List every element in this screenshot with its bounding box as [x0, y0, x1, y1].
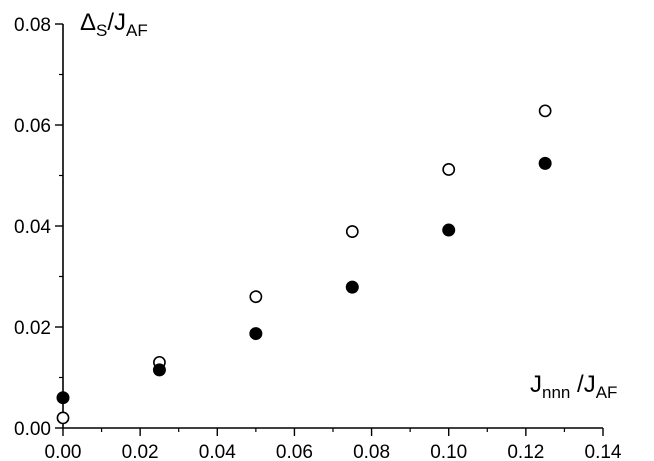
- y-axis-title-sub2: AF: [126, 21, 148, 40]
- y-tick-label: 0.08: [14, 15, 51, 36]
- y-tick-label: 0.00: [14, 419, 51, 440]
- open-point: [345, 225, 359, 238]
- x-axis-title-sub1: nnn: [542, 383, 570, 402]
- filled-point: [345, 280, 359, 294]
- filled-circle-series: [56, 156, 552, 405]
- y-tick-label: 0.02: [14, 318, 51, 339]
- y-axis-title: ΔS/JAF: [80, 9, 148, 40]
- filled-point: [152, 363, 166, 377]
- x-axis-title-main: J: [530, 371, 542, 398]
- open-circle-series: [56, 104, 552, 425]
- x-tick-label: 0.04: [199, 442, 236, 461]
- y-axis-title-mid: /J: [107, 9, 126, 36]
- open-point: [56, 411, 70, 425]
- x-tick-label: 0.08: [353, 442, 390, 461]
- x-tick-label: 0.02: [122, 442, 159, 461]
- y-axis-title-sub1: S: [96, 21, 107, 40]
- x-tick-label: 0.06: [276, 442, 313, 461]
- y-tick-label: 0.06: [14, 116, 51, 137]
- x-axis-title-mid: /J: [570, 371, 595, 398]
- x-tick-label: 0.10: [430, 442, 467, 461]
- x-axis-title-sub2: AF: [596, 383, 618, 402]
- x-axis-title: Jnnn /JAF: [530, 371, 617, 402]
- x-tick-label: 0.12: [507, 442, 544, 461]
- y-axis-title-main: Δ: [80, 9, 96, 36]
- x-tick-label: 0.14: [585, 442, 622, 461]
- data-points: [56, 104, 552, 425]
- filled-point: [249, 327, 263, 341]
- open-point: [249, 290, 263, 304]
- y-axis-ticks: 0.00 0.02 0.04 0.06 0.08: [14, 15, 63, 440]
- x-tick-label: 0.00: [45, 442, 82, 461]
- y-tick-label: 0.04: [14, 217, 51, 238]
- filled-point: [56, 391, 70, 405]
- filled-point: [442, 223, 456, 237]
- open-point: [538, 104, 552, 118]
- open-point: [442, 163, 456, 176]
- axes: [62, 24, 603, 429]
- filled-point: [538, 156, 552, 170]
- x-axis-ticks: 0.00 0.02 0.04 0.06 0.08 0.10 0.12 0.14: [45, 428, 622, 461]
